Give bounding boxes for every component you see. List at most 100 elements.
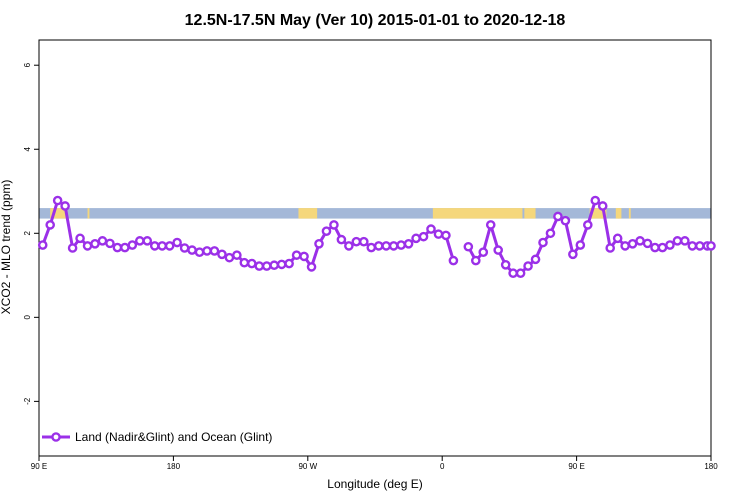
data-point bbox=[515, 268, 526, 279]
data-point bbox=[321, 226, 332, 236]
x-tick-label-1: 180 bbox=[167, 462, 181, 471]
data-point bbox=[650, 242, 660, 253]
data-point bbox=[612, 233, 623, 244]
data-point bbox=[687, 241, 698, 251]
data-point bbox=[508, 268, 518, 279]
data-point bbox=[209, 246, 220, 256]
data-point bbox=[172, 237, 182, 248]
data-point bbox=[485, 220, 496, 230]
plot-area: 90 E 180 90 W 0 90 E 180 -2 0 2 4 6 bbox=[23, 39, 718, 471]
data-point bbox=[388, 241, 399, 251]
y-tick-label-2: 2 bbox=[23, 231, 32, 236]
data-point bbox=[433, 229, 444, 239]
data-point bbox=[45, 220, 56, 230]
data-point bbox=[635, 236, 645, 246]
x-tick-label-4: 90 E bbox=[568, 462, 584, 471]
data-point bbox=[232, 250, 242, 260]
y-axis-label: XCO2 - MLO trend (ppm) bbox=[0, 180, 13, 315]
data-point bbox=[695, 241, 705, 251]
data-point bbox=[329, 220, 339, 230]
land-segment-6 bbox=[615, 208, 618, 219]
data-point bbox=[575, 240, 586, 250]
data-point bbox=[67, 243, 78, 253]
data-point bbox=[463, 241, 474, 252]
data-point bbox=[642, 238, 653, 249]
data-point bbox=[568, 249, 578, 260]
land-segment-8 bbox=[617, 208, 620, 219]
data-point bbox=[82, 241, 93, 251]
data-point bbox=[179, 243, 190, 253]
data-point bbox=[291, 250, 302, 260]
land-segment-2 bbox=[298, 208, 318, 219]
data-point bbox=[224, 252, 235, 263]
data-point bbox=[269, 260, 280, 271]
y-tick-label-4: 6 bbox=[23, 62, 32, 67]
data-point bbox=[418, 231, 429, 242]
data-point bbox=[411, 233, 421, 244]
data-point bbox=[105, 238, 115, 249]
data-point bbox=[306, 262, 317, 272]
data-point bbox=[538, 237, 548, 248]
data-point bbox=[381, 241, 392, 251]
data-point bbox=[202, 246, 212, 256]
data-point bbox=[157, 241, 167, 251]
data-point bbox=[620, 241, 630, 251]
data-point bbox=[52, 195, 63, 206]
land-segment-5 bbox=[589, 208, 607, 219]
data-point bbox=[142, 236, 153, 246]
data-point bbox=[597, 201, 608, 211]
data-point bbox=[583, 220, 593, 230]
data-point bbox=[314, 238, 324, 249]
data-point bbox=[254, 261, 265, 271]
data-point bbox=[396, 240, 406, 250]
data-point bbox=[75, 233, 85, 244]
data-point bbox=[134, 236, 145, 246]
data-point bbox=[351, 236, 362, 247]
data-point bbox=[120, 242, 130, 253]
data-point bbox=[97, 236, 108, 246]
x-tick-label-5: 180 bbox=[704, 462, 718, 471]
y-tick-label-3: 4 bbox=[23, 146, 32, 151]
data-point bbox=[672, 236, 683, 246]
data-point bbox=[366, 242, 377, 253]
data-point bbox=[299, 251, 309, 262]
legend-label: Land (Nadir&Glint) and Ocean (Glint) bbox=[75, 430, 272, 444]
data-point bbox=[553, 211, 563, 222]
data-point bbox=[545, 228, 556, 239]
data-point bbox=[680, 236, 690, 246]
data-point bbox=[403, 238, 414, 249]
data-point bbox=[441, 230, 451, 241]
land-segment-0 bbox=[50, 208, 67, 219]
data-point bbox=[60, 201, 70, 211]
data-point bbox=[627, 238, 638, 249]
data-point bbox=[373, 241, 384, 251]
data-point bbox=[90, 238, 100, 249]
land-segment-1 bbox=[87, 208, 90, 219]
data-point bbox=[590, 195, 601, 206]
x-axis-label: Longitude (deg E) bbox=[327, 477, 422, 491]
data-point bbox=[448, 255, 459, 266]
data-point bbox=[706, 241, 716, 251]
data-point bbox=[523, 261, 533, 271]
data-point bbox=[276, 259, 287, 270]
y-tick-label-1: 0 bbox=[23, 315, 32, 320]
data-point bbox=[187, 245, 197, 255]
x-tick-label-2: 90 W bbox=[298, 462, 317, 471]
data-point bbox=[217, 249, 227, 260]
data-point bbox=[149, 241, 160, 251]
y-tick-label-0: -2 bbox=[23, 397, 32, 405]
data-point bbox=[470, 255, 481, 266]
x-tick-label-3: 0 bbox=[440, 462, 445, 471]
data-point bbox=[478, 247, 489, 258]
data-point bbox=[112, 242, 123, 253]
data-point bbox=[336, 234, 347, 245]
data-point bbox=[261, 261, 272, 271]
data-point bbox=[37, 240, 48, 250]
land-segment-4 bbox=[524, 208, 536, 219]
legend: Land (Nadir&Glint) and Ocean (Glint) bbox=[42, 430, 272, 444]
chart-title: 12.5N-17.5N May (Ver 10) 2015-01-01 to 2… bbox=[185, 12, 566, 29]
data-point bbox=[530, 254, 541, 265]
land-segment-3 bbox=[432, 208, 523, 219]
data-point bbox=[560, 215, 571, 226]
